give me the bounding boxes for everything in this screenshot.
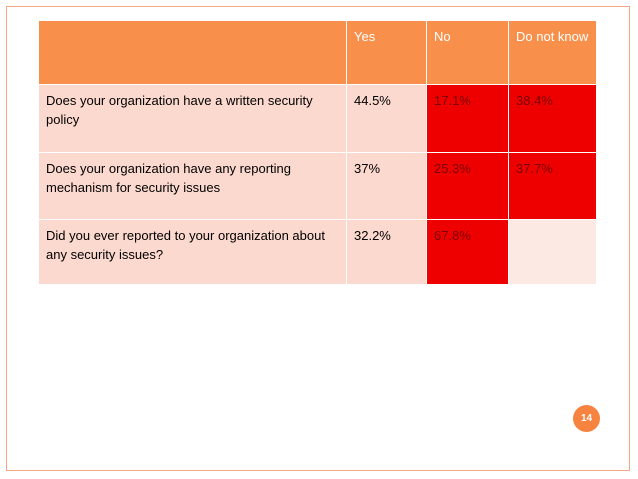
survey-results-table: Yes No Do not know Does your organizatio… (38, 20, 597, 285)
question-cell: Did you ever reported to your organizati… (38, 219, 347, 285)
header-yes: Yes (346, 20, 427, 85)
header-do-not-know: Do not know (508, 20, 597, 85)
dont-know-cell: 38.4% (508, 84, 597, 153)
yes-cell: 32.2% (346, 219, 427, 285)
table-row: Does your organization have any reportin… (38, 152, 597, 220)
yes-cell: 44.5% (346, 84, 427, 153)
table-row: Does your organization have a written se… (38, 84, 597, 153)
slide-frame (6, 6, 630, 471)
header-blank (38, 20, 347, 85)
no-cell: 17.1% (426, 84, 509, 153)
yes-cell: 37% (346, 152, 427, 220)
dont-know-cell: 37.7% (508, 152, 597, 220)
question-cell: Does your organization have any reportin… (38, 152, 347, 220)
header-no: No (426, 20, 509, 85)
no-cell: 67.8% (426, 219, 509, 285)
no-cell: 25.3% (426, 152, 509, 220)
dont-know-cell (508, 219, 597, 285)
table-header-row: Yes No Do not know (38, 20, 597, 85)
question-cell: Does your organization have a written se… (38, 84, 347, 153)
table-row: Did you ever reported to your organizati… (38, 219, 597, 285)
page-number-badge: 14 (573, 405, 600, 432)
